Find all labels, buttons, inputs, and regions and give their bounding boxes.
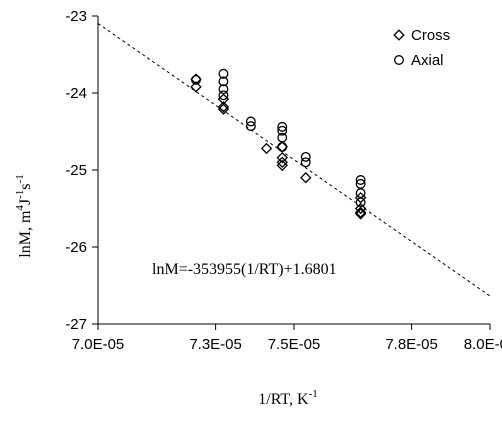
data-point-axial — [218, 68, 229, 79]
y-axis-label: lnM, m4J-1s-1 — [14, 174, 34, 257]
x-tick-label: 8.0E-05 — [464, 336, 502, 353]
x-axis-label-main: 1/RT, K — [258, 391, 309, 408]
data-point-axial — [218, 76, 229, 87]
y-axis-label-part: lnM, m — [17, 210, 34, 258]
data-point-cross — [354, 202, 367, 215]
y-axis-label-part: s — [17, 183, 34, 189]
data-point-axial — [300, 151, 311, 162]
y-tick-label: -25 — [65, 162, 87, 179]
data-point-cross — [354, 206, 367, 219]
axes: -27 -26 -25 -24 -23 7.0E-05 7.3E-05 7.5E-05 7.8E… — [65, 8, 502, 353]
data-point-axial — [218, 90, 229, 101]
legend: Cross Axial — [393, 27, 450, 69]
legend-marker-cross — [393, 29, 405, 41]
data-point-axial — [191, 74, 201, 85]
data-point-cross — [260, 142, 273, 155]
legend-label-axial: Axial — [411, 52, 444, 69]
x-tick-label: 7.3E-05 — [189, 336, 242, 353]
legend-label-cross: Cross — [411, 27, 450, 44]
legend-marker-axial — [394, 55, 404, 65]
y-axis-label-sup: -1 — [14, 190, 26, 199]
data-point-cross — [217, 103, 230, 115]
data-point-axial — [245, 121, 256, 132]
data-point-cross — [300, 171, 312, 184]
x-axis-label-sup: -1 — [309, 388, 318, 400]
data-point-axial — [245, 116, 256, 127]
data-point-axial — [355, 197, 366, 208]
regression-equation: lnM=-353955(1/RT)+1.6801 — [152, 261, 337, 278]
y-tick-label: -24 — [65, 85, 87, 102]
x-tick-label: 7.0E-05 — [72, 336, 125, 353]
data-points — [190, 68, 367, 220]
data-point-axial — [355, 175, 366, 185]
y-axis-label-sup: 4 — [14, 205, 26, 211]
data-point-cross — [354, 208, 367, 220]
data-point-axial — [277, 141, 288, 152]
data-point-cross — [217, 101, 230, 113]
trendline — [97, 23, 491, 297]
y-axis-label-part: J — [17, 199, 34, 205]
y-axis-label-sup: -1 — [14, 174, 26, 183]
data-point-axial — [218, 84, 229, 95]
x-axis-label: 1/RT, K-1 — [258, 388, 317, 408]
y-tick-label: -23 — [65, 8, 87, 25]
x-tick-label: 7.5E-05 — [268, 336, 321, 353]
data-point-axial — [277, 121, 288, 132]
data-point-cross — [276, 156, 288, 169]
y-tick-label: -27 — [65, 316, 87, 333]
series-axial — [191, 68, 366, 208]
trendline-layer — [97, 23, 491, 297]
data-point-axial — [277, 125, 288, 136]
data-point-cross — [276, 151, 288, 164]
data-point-axial — [300, 157, 311, 168]
y-tick-label: -26 — [65, 239, 87, 256]
data-point-cross — [190, 81, 202, 93]
x-tick-label: 7.8E-05 — [385, 336, 438, 353]
data-point-cross — [276, 159, 288, 172]
